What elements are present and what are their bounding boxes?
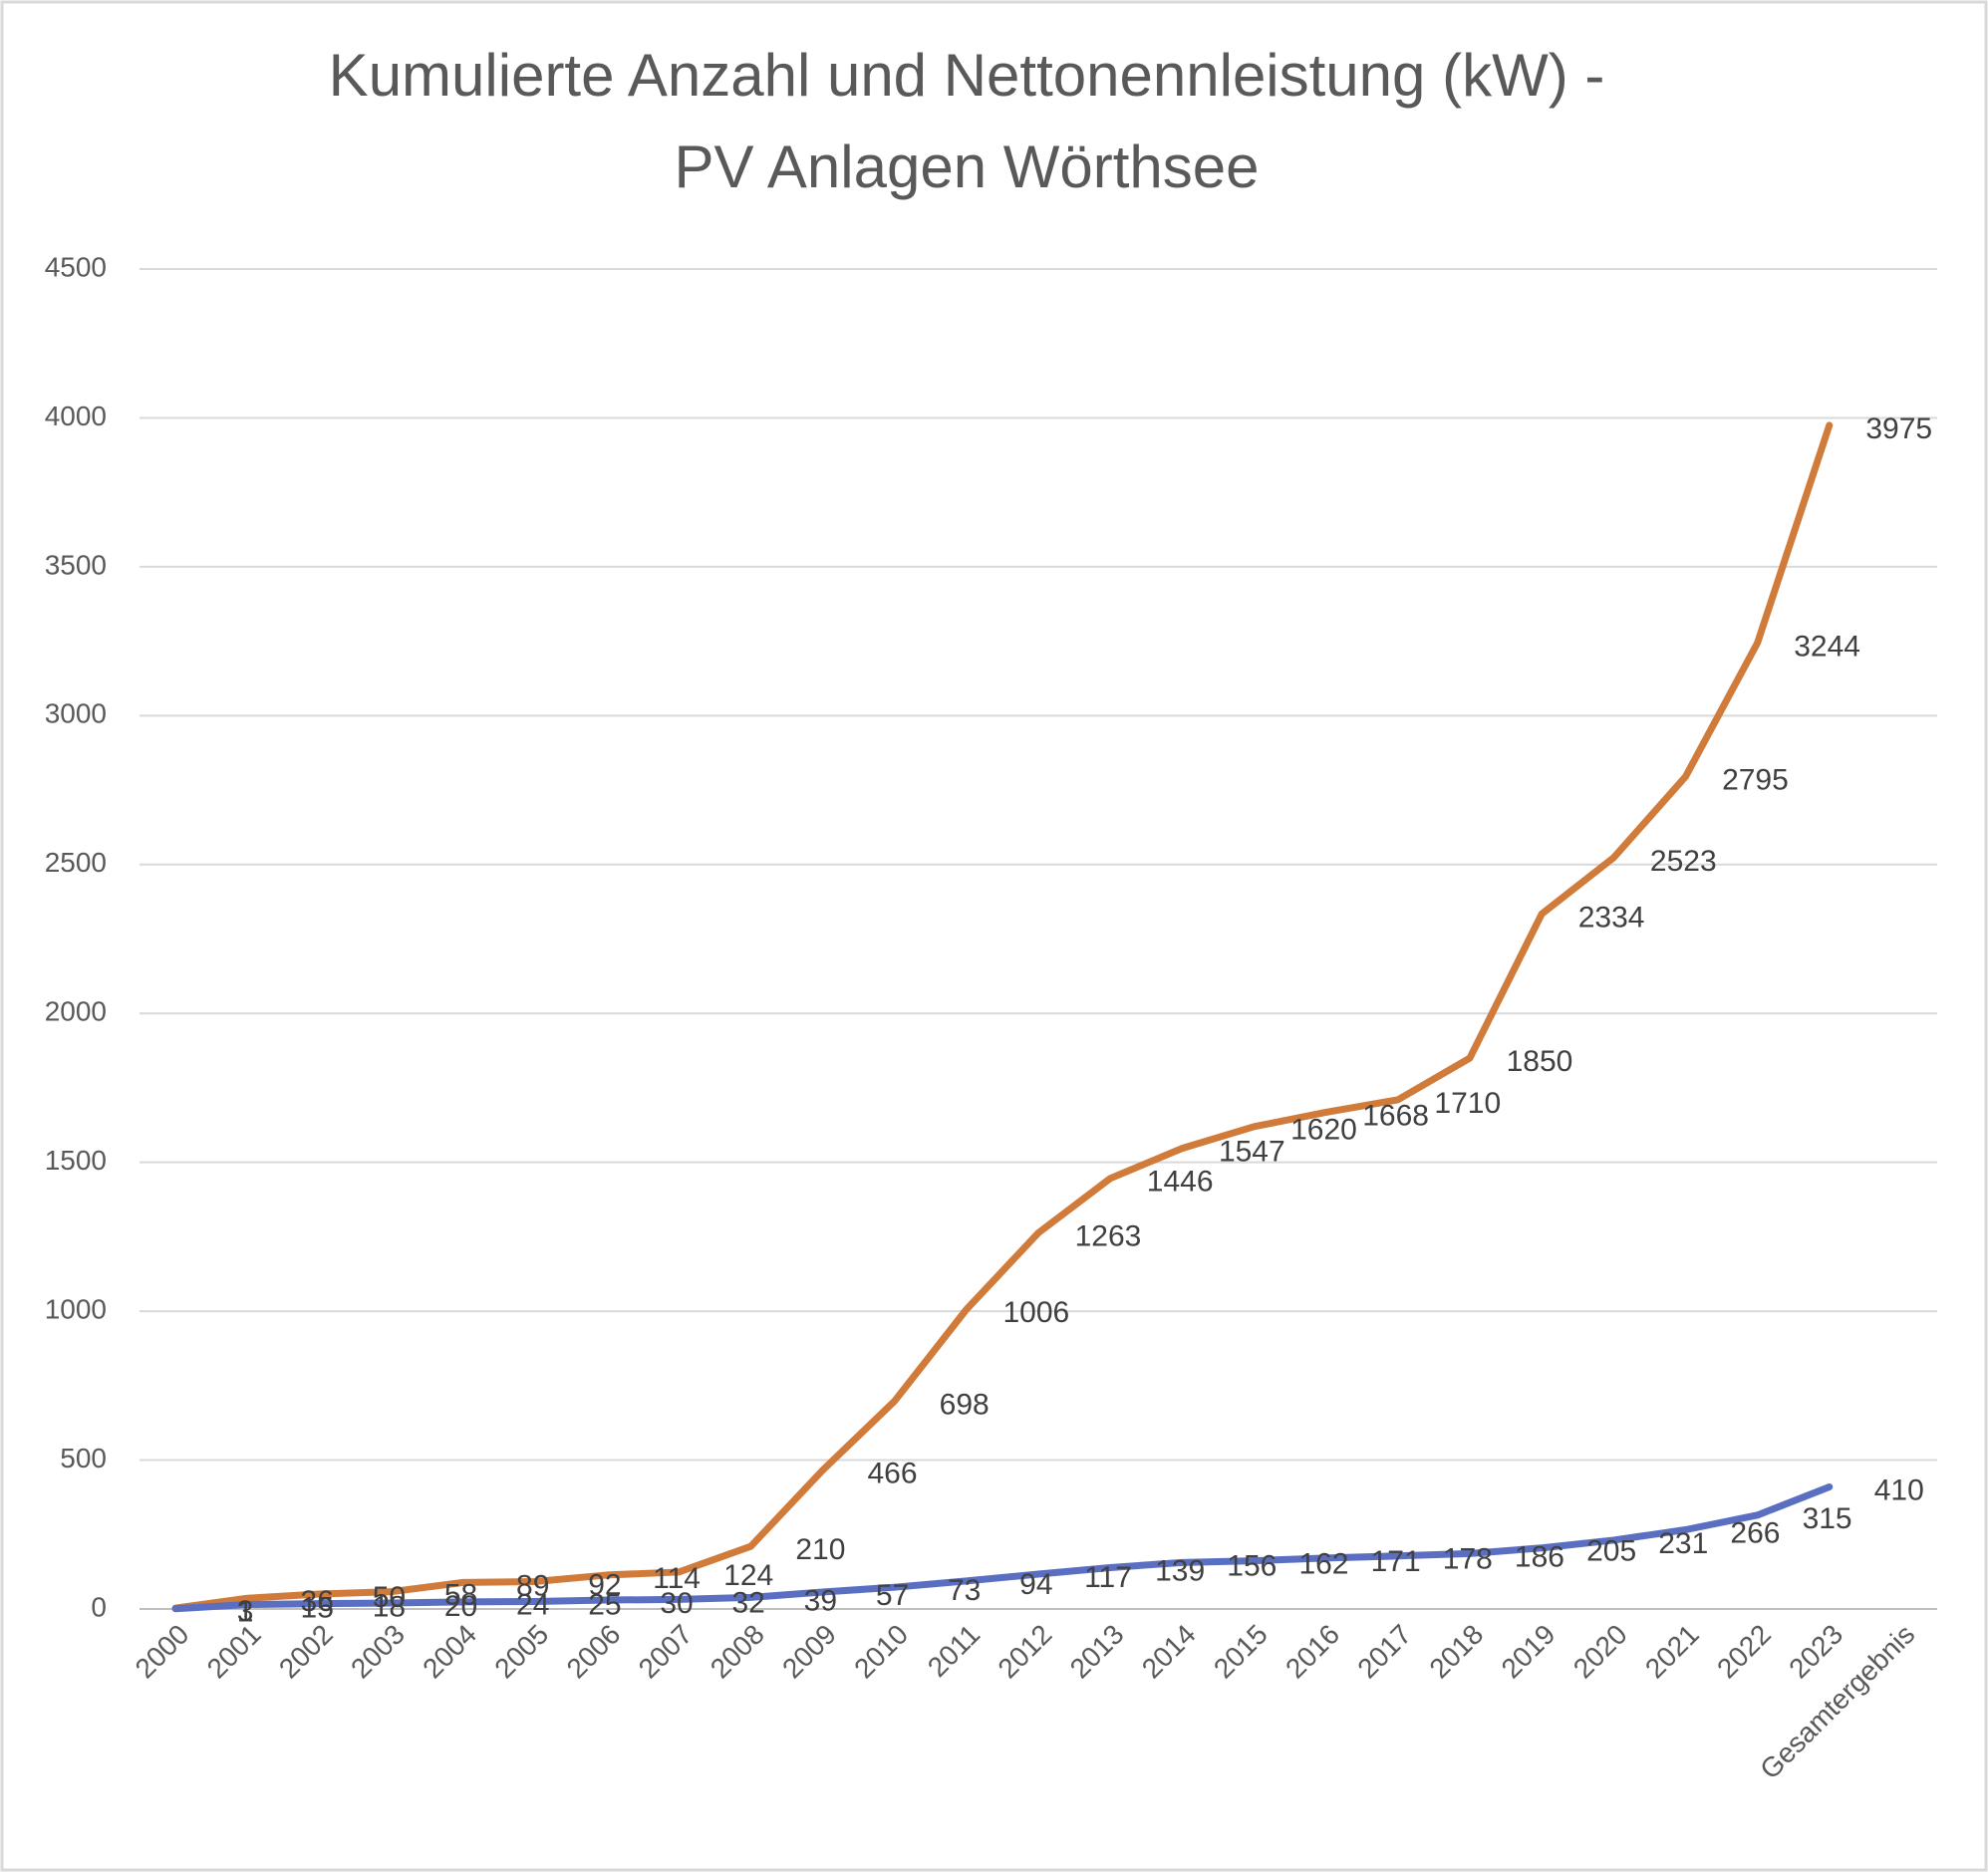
data-label: 30 xyxy=(660,1587,693,1620)
data-label: 1446 xyxy=(1147,1166,1214,1199)
data-label: 266 xyxy=(1730,1516,1780,1549)
y-tick-label: 1500 xyxy=(45,1145,107,1176)
data-label: 94 xyxy=(1019,1568,1052,1601)
chart-title: Kumulierte Anzahl und Nettonennleistung … xyxy=(329,42,1605,109)
data-label: 124 xyxy=(723,1559,773,1592)
data-label: 162 xyxy=(1298,1548,1348,1581)
data-label: 50 xyxy=(373,1581,406,1614)
data-label: 89 xyxy=(516,1569,549,1602)
data-label: 92 xyxy=(588,1568,621,1601)
data-label: 15 xyxy=(301,1591,334,1624)
data-label: 1263 xyxy=(1075,1219,1142,1252)
chart-title: PV Anlagen Wörthsee xyxy=(674,134,1259,200)
data-label: 114 xyxy=(653,1562,701,1595)
data-label: 39 xyxy=(804,1584,837,1617)
data-label: 178 xyxy=(1443,1543,1493,1576)
y-tick-label: 500 xyxy=(60,1443,107,1473)
data-label: 32 xyxy=(732,1586,765,1619)
data-label: 210 xyxy=(795,1533,845,1566)
y-tick-label: 2500 xyxy=(45,847,107,878)
data-label: 3975 xyxy=(1865,412,1932,445)
data-label: 231 xyxy=(1658,1527,1708,1560)
data-label: 57 xyxy=(876,1579,909,1612)
data-label: 171 xyxy=(1371,1545,1421,1578)
series-line xyxy=(171,1482,1834,1613)
data-label: 1006 xyxy=(1002,1296,1069,1329)
data-label: 1710 xyxy=(1434,1087,1501,1120)
data-label: 205 xyxy=(1586,1535,1636,1568)
data-label: 315 xyxy=(1803,1502,1852,1535)
data-label: 466 xyxy=(867,1458,917,1490)
data-label: 117 xyxy=(1084,1561,1132,1594)
data-label: 1547 xyxy=(1219,1136,1285,1169)
data-label: 3244 xyxy=(1794,630,1860,663)
data-label: 1850 xyxy=(1507,1045,1573,1078)
data-label: 139 xyxy=(1155,1554,1205,1587)
data-label: 156 xyxy=(1227,1549,1277,1582)
data-label: 25 xyxy=(588,1588,621,1621)
data-label: 58 xyxy=(444,1579,477,1612)
y-tick-label: 4000 xyxy=(45,401,107,431)
y-tick-label: 3000 xyxy=(45,698,107,729)
data-label: 36 xyxy=(301,1585,334,1618)
data-label: 2795 xyxy=(1722,764,1789,797)
data-label: 18 xyxy=(373,1591,406,1624)
data-label: 698 xyxy=(940,1388,990,1421)
data-label: 1668 xyxy=(1362,1099,1429,1132)
y-tick-label: 1000 xyxy=(45,1294,107,1325)
y-tick-label: 3500 xyxy=(45,549,107,580)
y-tick-label: 4500 xyxy=(45,251,107,282)
series-line xyxy=(171,421,1834,1612)
data-label: 186 xyxy=(1515,1540,1564,1573)
data-label: 20 xyxy=(444,1590,477,1623)
data-label: 410 xyxy=(1874,1473,1924,1506)
y-tick-label: 2000 xyxy=(45,996,107,1027)
y-tick-label: 0 xyxy=(91,1591,107,1622)
data-label: 73 xyxy=(948,1574,981,1607)
data-label: 2334 xyxy=(1578,901,1645,934)
data-label: 3 xyxy=(237,1595,254,1628)
data-label: 2523 xyxy=(1650,845,1717,878)
data-label: 1 xyxy=(237,1596,254,1629)
data-label: 1620 xyxy=(1290,1114,1357,1147)
data-label: 24 xyxy=(516,1589,549,1622)
